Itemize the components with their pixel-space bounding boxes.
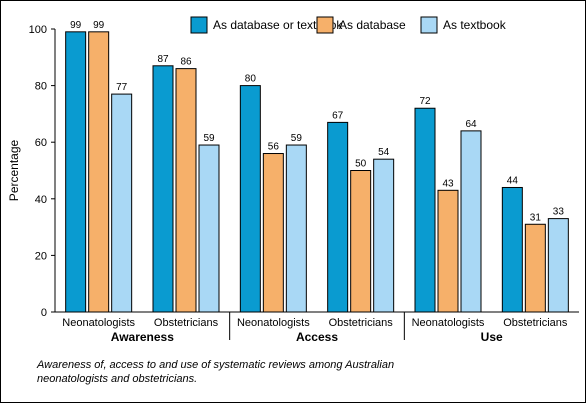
bar (327, 121, 349, 313)
data-label: 31 (530, 212, 542, 223)
bar (524, 223, 546, 313)
bar (547, 218, 569, 313)
data-label: 77 (116, 82, 128, 93)
y-tick-label: 0 (41, 307, 47, 319)
data-label: 43 (442, 178, 454, 189)
bar (460, 130, 482, 313)
category-label: Neonatologists (62, 317, 135, 329)
category-label: Neonatologists (412, 317, 485, 329)
data-label: 86 (180, 57, 192, 68)
caption: Awareness of, access to and use of syste… (37, 359, 395, 385)
bar (414, 107, 436, 313)
legend-swatch (316, 16, 334, 34)
category-label: Neonatologists (237, 317, 310, 329)
data-label: 67 (332, 110, 344, 121)
bar (437, 189, 459, 313)
data-label: 33 (553, 207, 565, 218)
legend-label: As textbook (443, 18, 507, 32)
data-label: 59 (203, 133, 215, 144)
legend-swatch (420, 16, 438, 34)
bar (373, 158, 395, 313)
y-tick-label: 20 (35, 250, 47, 262)
y-axis-title: Percentage (7, 139, 21, 201)
data-label: 87 (157, 54, 169, 65)
bar (285, 144, 307, 313)
bar (501, 186, 523, 313)
bar (65, 31, 87, 313)
legend-label: As database (339, 18, 406, 32)
category-label: Obstetricians (154, 317, 219, 329)
bar (88, 31, 110, 313)
bar (239, 85, 261, 313)
data-label: 50 (355, 159, 367, 170)
data-label: 80 (245, 74, 257, 85)
data-label: 56 (268, 142, 280, 153)
category-label: Obstetricians (329, 317, 394, 329)
bar (262, 153, 284, 313)
y-tick-label: 60 (35, 137, 47, 149)
data-label: 99 (70, 20, 82, 31)
y-tick-label: 80 (35, 81, 47, 93)
group-label: Access (296, 330, 338, 344)
category-label: Obstetricians (503, 317, 568, 329)
data-label: 99 (93, 20, 105, 31)
bar (111, 93, 133, 313)
data-label: 72 (419, 96, 431, 107)
group-label: Use (481, 330, 503, 344)
y-tick-label: 100 (29, 24, 47, 36)
bar (350, 170, 372, 313)
data-label: 54 (378, 147, 390, 158)
bar (198, 144, 220, 313)
legend-label: As database or textbook (213, 18, 343, 32)
data-label: 44 (507, 175, 519, 186)
data-label: 64 (465, 119, 477, 130)
bar (175, 68, 197, 313)
bar (152, 65, 174, 313)
legend-swatch (190, 16, 208, 34)
y-tick-label: 40 (35, 194, 47, 206)
data-label: 59 (291, 133, 303, 144)
group-label: Awareness (111, 330, 174, 344)
